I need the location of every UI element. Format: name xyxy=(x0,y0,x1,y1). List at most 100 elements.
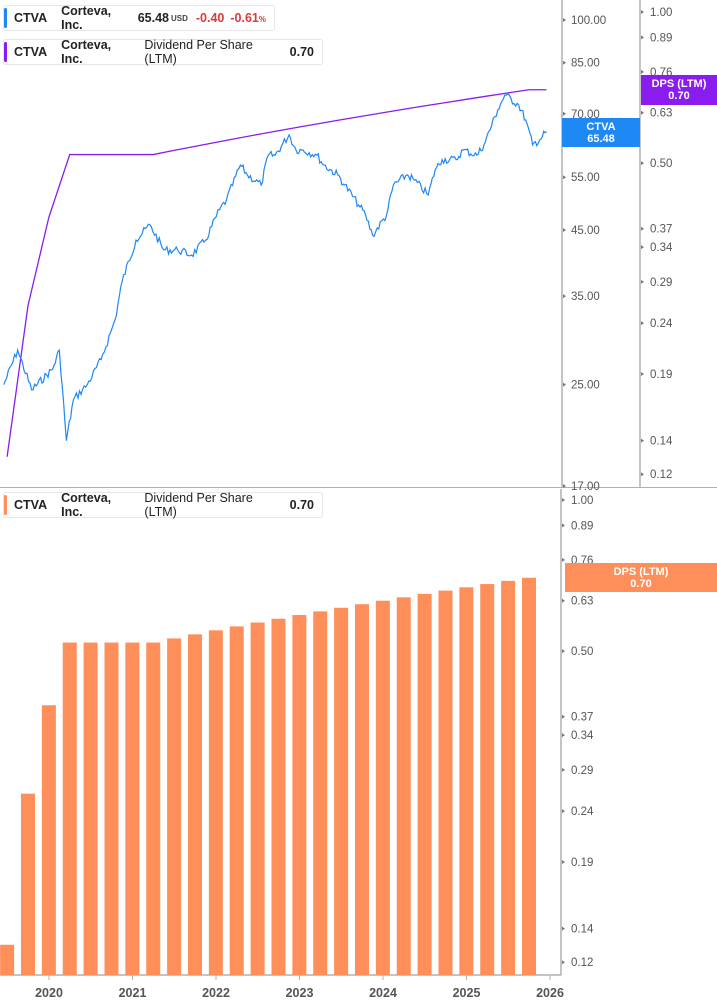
dps-bar xyxy=(83,642,98,975)
dps-bar-tick-label: 0.50 xyxy=(571,646,593,658)
dps-bar xyxy=(146,642,161,975)
dps-badge-bottom: DPS (LTM) 0.70 xyxy=(565,563,717,592)
x-tick-label: 2020 xyxy=(35,986,63,1000)
dps-tick-label: 0.50 xyxy=(650,158,672,170)
dps-tick-mark xyxy=(641,472,644,477)
dps-bar-tick-label: 0.19 xyxy=(571,857,593,869)
price-tick-label: 55.00 xyxy=(571,172,600,184)
badge-value: 65.48 xyxy=(587,132,615,145)
x-tick-label: 2023 xyxy=(286,986,314,1000)
dps-line xyxy=(6,89,547,457)
price-tick-mark xyxy=(563,18,566,22)
price-tick-mark xyxy=(563,294,566,299)
dps-tick-mark xyxy=(641,372,644,377)
x-tick-label: 2026 xyxy=(536,986,564,1000)
dps-bar-color-marker xyxy=(4,495,7,515)
legend-company: Corteva, Inc. xyxy=(61,4,112,32)
price-line xyxy=(3,93,547,441)
dps-bar-tick-mark xyxy=(562,557,565,562)
badge-value: 0.70 xyxy=(668,90,690,102)
price-tick-label: 70.00 xyxy=(571,109,600,121)
price-tick-mark xyxy=(563,382,566,387)
dps-bar xyxy=(459,587,474,975)
dps-bar-tick-mark xyxy=(562,598,565,603)
dps-tick-mark xyxy=(641,226,644,231)
dps-tick-label: 0.89 xyxy=(650,32,672,44)
dps-bar xyxy=(521,577,536,975)
dps-bar xyxy=(0,944,15,975)
dps-color-marker xyxy=(4,42,7,62)
legend-metric: Dividend Per Share (LTM) xyxy=(144,38,253,66)
badge-label: CTVA xyxy=(586,120,616,133)
dps-bar-tick-label: 0.37 xyxy=(571,712,593,724)
price-tick-label: 100.00 xyxy=(571,15,606,27)
price-tick-label: 35.00 xyxy=(571,291,600,303)
dps-bar-tick-label: 0.29 xyxy=(571,765,593,777)
dps-legend-bottom[interactable]: CTVA Corteva, Inc. Dividend Per Share (L… xyxy=(3,491,323,519)
legend-company: Corteva, Inc. xyxy=(61,38,112,66)
legend-value: 0.70 xyxy=(289,498,314,512)
legend-currency: USD xyxy=(170,13,188,23)
dps-bar xyxy=(208,630,223,975)
price-tick-mark xyxy=(563,60,566,65)
pct-sign: % xyxy=(258,15,266,24)
price-color-marker xyxy=(4,8,7,28)
change-pct-value: -0.61 xyxy=(230,11,259,25)
price-tick-label: 17.00 xyxy=(571,481,600,493)
dps-bar xyxy=(167,638,182,975)
dps-bar xyxy=(187,634,202,975)
dps-tick-label: 0.14 xyxy=(650,436,673,448)
dps-bar xyxy=(417,593,432,975)
dps-bar xyxy=(292,615,307,975)
price-legend[interactable]: CTVA Corteva, Inc. 65.48 USD -0.40 -0.61… xyxy=(3,4,275,32)
dps-tick-label: 0.24 xyxy=(650,318,673,330)
dps-bar-tick-label: 0.89 xyxy=(571,520,593,532)
dps-legend-top[interactable]: CTVA Corteva, Inc. Dividend Per Share (L… xyxy=(3,38,323,66)
dps-bar-tick-label: 0.63 xyxy=(571,596,593,608)
dps-bar-tick-label: 0.14 xyxy=(571,924,594,936)
dps-badge-top: DPS (LTM) 0.70 xyxy=(641,75,717,105)
dps-tick-mark xyxy=(641,35,644,40)
dps-bar xyxy=(62,642,77,975)
dps-bar xyxy=(313,611,328,975)
dps-tick-mark xyxy=(641,279,644,284)
legend-metric: Dividend Per Share (LTM) xyxy=(144,491,253,519)
dps-tick-mark xyxy=(641,110,644,115)
dps-bar xyxy=(271,618,286,975)
dps-bar-tick-mark xyxy=(562,860,565,865)
dps-bar-tick-mark xyxy=(562,733,565,738)
legend-ticker: CTVA xyxy=(14,498,48,512)
dps-bar xyxy=(375,600,390,975)
dps-bar-chart: 1.000.890.760.630.500.370.340.290.240.19… xyxy=(0,489,594,1000)
badge-label: DPS (LTM) xyxy=(651,78,707,90)
dps-bar xyxy=(229,626,244,975)
dps-bar-tick-mark xyxy=(562,498,565,502)
dps-bar xyxy=(354,604,369,975)
legend-ticker: CTVA xyxy=(14,11,48,25)
price-tick-mark xyxy=(563,175,566,180)
dps-bar xyxy=(125,642,140,975)
dps-bar xyxy=(41,705,56,975)
x-tick-label: 2025 xyxy=(453,986,481,1000)
dps-bar-tick-mark xyxy=(562,523,565,528)
badge-value: 0.70 xyxy=(630,577,652,590)
x-tick-label: 2021 xyxy=(119,986,147,1000)
dps-bar-tick-mark xyxy=(562,714,565,719)
legend-value: 0.70 xyxy=(289,45,314,59)
price-tick-mark xyxy=(563,228,566,233)
dps-bar-tick-label: 1.00 xyxy=(571,495,593,507)
dps-bar-tick-label: 0.12 xyxy=(571,957,593,969)
dps-bar-tick-label: 0.34 xyxy=(571,730,594,742)
dps-tick-label: 0.63 xyxy=(650,108,672,120)
dps-tick-label: 1.00 xyxy=(650,7,672,19)
dps-tick-mark xyxy=(641,161,644,166)
badge-label: DPS (LTM) xyxy=(613,565,669,578)
dps-bar xyxy=(480,584,495,975)
legend-ticker: CTVA xyxy=(14,45,48,59)
x-tick-label: 2022 xyxy=(202,986,230,1000)
dps-bar xyxy=(438,590,453,975)
dps-bar xyxy=(250,622,265,975)
dps-bar xyxy=(104,642,119,975)
dps-tick-label: 0.34 xyxy=(650,242,673,254)
price-tick-mark xyxy=(563,484,566,489)
